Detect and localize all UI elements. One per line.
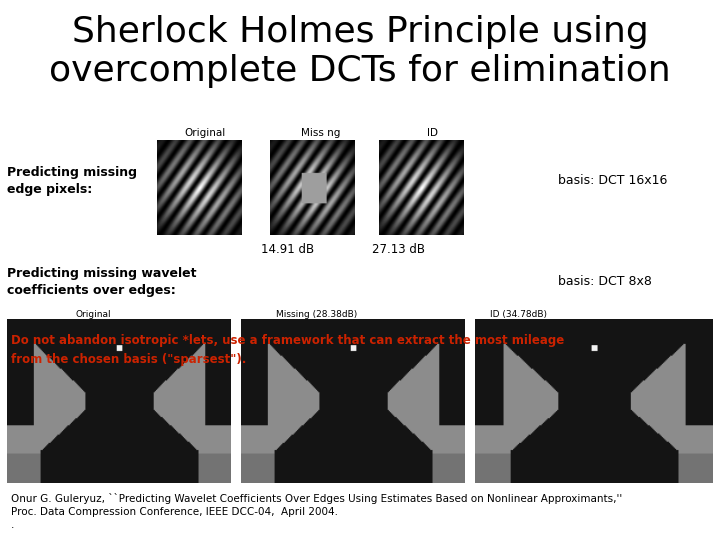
Text: basis: DCT 16x16: basis: DCT 16x16 [558, 174, 667, 187]
Text: Sherlock Holmes Principle using: Sherlock Holmes Principle using [71, 16, 649, 49]
Text: ID (34.78dB): ID (34.78dB) [490, 310, 547, 319]
Text: Original: Original [76, 310, 112, 319]
Text: overcomplete DCTs for elimination: overcomplete DCTs for elimination [49, 55, 671, 88]
Text: Miss ng: Miss ng [301, 129, 340, 138]
Text: Predicting missing
edge pixels:: Predicting missing edge pixels: [7, 166, 138, 196]
Text: Missing (28.38dB): Missing (28.38dB) [276, 310, 357, 319]
Text: Original: Original [184, 129, 226, 138]
Text: Do not abandon isotropic *lets, use a framework that can extract the most mileag: Do not abandon isotropic *lets, use a fr… [11, 334, 564, 366]
Text: 27.13 dB: 27.13 dB [372, 243, 425, 256]
Text: basis: DCT 8x8: basis: DCT 8x8 [558, 275, 652, 288]
Text: ID: ID [426, 129, 438, 138]
Text: 14.91 dB: 14.91 dB [261, 243, 315, 256]
Text: Predicting missing wavelet
coefficients over edges:: Predicting missing wavelet coefficients … [7, 267, 197, 297]
Text: Onur G. Guleryuz, ``Predicting Wavelet Coefficients Over Edges Using Estimates B: Onur G. Guleryuz, ``Predicting Wavelet C… [11, 493, 622, 530]
